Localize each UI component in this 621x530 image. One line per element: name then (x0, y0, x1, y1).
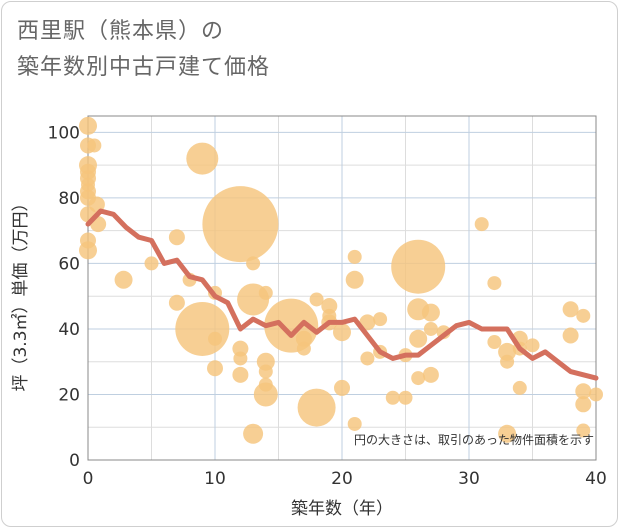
bubble-point (575, 383, 592, 400)
bubble-point (422, 366, 439, 383)
bubble-point (409, 329, 428, 348)
chart-title: 西里駅（熊本県）の 築年数別中古戸建て価格 (17, 14, 270, 86)
bubble-point (576, 423, 591, 438)
title-line-2: 築年数別中古戸建て価格 (17, 55, 271, 80)
bubble-point (309, 292, 324, 307)
x-tick-labels: 0 10 20 30 40 (83, 469, 607, 489)
bubble-point (88, 196, 105, 213)
bubble-point (487, 276, 502, 291)
bubble-point (575, 396, 592, 413)
bubble-point (398, 390, 413, 405)
bubble-point (512, 380, 527, 395)
bubble-point (498, 424, 517, 443)
bubble-point (114, 270, 133, 289)
y-axis-label: 坪（3.3㎡）単価（万円） (11, 194, 31, 391)
bubble-point (207, 360, 223, 377)
bubble-point (347, 249, 362, 264)
bubble-point (321, 298, 338, 315)
grid-lines (87, 115, 597, 461)
bubble-point (202, 186, 279, 263)
bubble-point (144, 256, 159, 271)
bubble-point (168, 294, 185, 311)
bubble-point (296, 341, 311, 356)
y-tick-label: 40 (58, 320, 80, 340)
bubble-point (168, 229, 185, 246)
x-tick-label: 30 (458, 469, 480, 489)
bubble-point (258, 285, 273, 300)
plot-border (87, 115, 597, 461)
bubble-point (474, 217, 489, 232)
bubble-point (411, 371, 426, 386)
bubble-point (208, 331, 222, 346)
bubble-point (525, 338, 540, 353)
bubble-point (385, 390, 400, 405)
trend-line (85, 208, 599, 381)
bubble-point (258, 364, 273, 379)
bubble-point (79, 116, 97, 135)
y-tick-label: 0 (69, 451, 80, 471)
bubble-point (79, 241, 97, 260)
bubble-point (373, 312, 388, 327)
x-tick-label: 0 (83, 469, 94, 489)
x-tick-label: 10 (204, 469, 226, 489)
bubble-point (297, 388, 336, 427)
title-line-1: 西里駅（熊本県）の (17, 19, 225, 44)
bubble-point (360, 351, 375, 366)
x-tick-label: 40 (585, 469, 607, 489)
bubble-point (87, 138, 102, 153)
bubble-point (391, 239, 446, 294)
bubble-point (345, 270, 364, 289)
bubble-point (334, 379, 350, 396)
y-tick-label: 60 (58, 254, 80, 274)
bubble-point (186, 142, 219, 175)
bubble-point (589, 387, 603, 402)
bubble-point (233, 351, 248, 366)
y-tick-label: 20 (58, 385, 80, 405)
bubble-point (232, 366, 249, 383)
bubble-point (175, 301, 230, 356)
bubble-point (243, 423, 264, 444)
bubble-point (562, 327, 579, 344)
y-tick-labels: 0 20 40 60 80 100 (48, 123, 80, 471)
bubble-size-note: 円の大きさは、取引のあった物件面積を示す (354, 432, 594, 447)
bubble-point (487, 335, 502, 350)
bubble-point (562, 301, 579, 318)
y-tick-label: 80 (58, 189, 80, 209)
bubble-point (500, 354, 515, 369)
bubble-point (232, 340, 249, 357)
bubble-point (333, 323, 351, 342)
bubble-point (347, 416, 362, 431)
bubble-point (246, 256, 261, 271)
bubble-point (576, 308, 591, 323)
bubble-point (421, 303, 440, 322)
x-tick-label: 20 (331, 469, 353, 489)
x-axis-label: 築年数（年） (291, 499, 393, 519)
bubble-point (423, 321, 438, 336)
bubble-point (295, 330, 312, 347)
y-tick-label: 100 (48, 123, 80, 143)
bubble-point (253, 382, 278, 407)
